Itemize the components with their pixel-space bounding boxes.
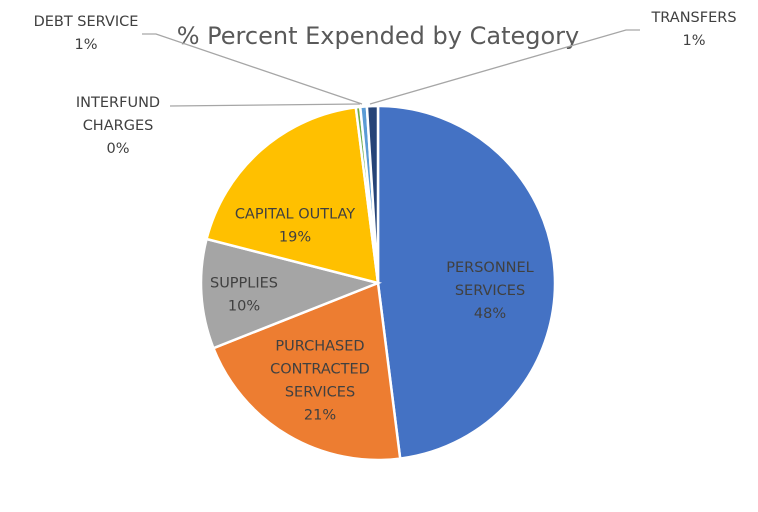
leader-line-transfers [369,29,640,105]
slice-label-supplies: SUPPLIES 10% [210,276,278,315]
pie-slice-personnel-services [376,104,557,461]
slice-label-purchased-contracted-services: PURCHASED CONTRACTED SERVICES 21% [270,339,370,424]
leader-line-interfund-charges [169,103,361,107]
pie-slices [199,104,557,462]
slice-label-debt-service: DEBT SERVICE 1% [34,14,139,53]
pie-slice-supplies [199,237,383,350]
pie-slice-purchased-contracted-services [211,281,402,462]
pie-slice-capital-outlay [205,105,380,285]
leader-line-debt-service [142,33,363,105]
leader-lines [142,29,640,107]
slice-label-interfund-charges: INTERFUND CHARGES 0% [76,95,160,157]
slice-label-personnel-services: PERSONNEL SERVICES 48% [446,260,534,322]
slice-label-capital-outlay: CAPITAL OUTLAY 19% [235,207,355,246]
slice-labels: PERSONNEL SERVICES 48% PURCHASED CONTRACTED S… [34,10,737,424]
slice-label-transfers: TRANSFERS 1% [650,10,736,49]
chart-title: % Percent Expended by Category [177,22,580,50]
pie-slice-transfers [365,104,380,284]
